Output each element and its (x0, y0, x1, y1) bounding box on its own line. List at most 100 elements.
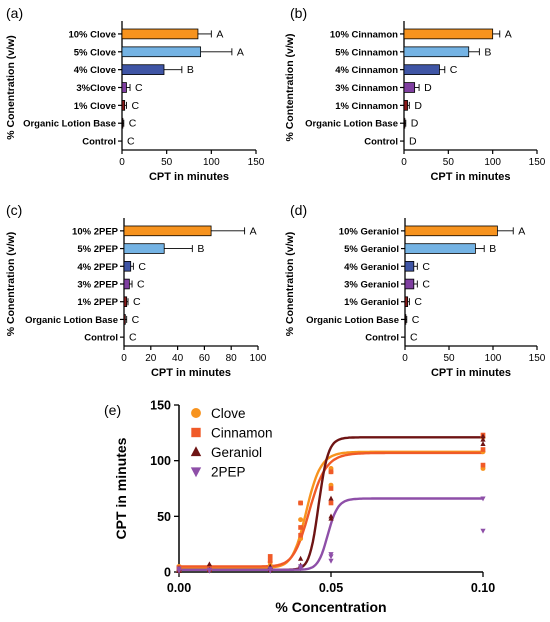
bar (123, 261, 132, 272)
dose-response-panel: (e) 0 50 100 150 0.00 0.05 0.10 % Concentration C… (104, 399, 495, 616)
bar (123, 314, 126, 325)
bar (404, 296, 409, 307)
data-point-cinnamon (267, 558, 273, 564)
legend-label: 2PEP (211, 465, 246, 480)
significance-letter: B (197, 243, 204, 255)
bar (123, 296, 128, 307)
bar (121, 46, 202, 58)
legend-label: Geraniol (211, 445, 262, 460)
panel-label: (a) (6, 5, 23, 21)
data-point-geraniol (480, 436, 486, 442)
category-label: 4% Geraniol (344, 262, 399, 273)
data-point-geraniol (298, 555, 304, 561)
category-label: Control (364, 137, 398, 148)
x-tick-label: 50 (161, 157, 173, 168)
data-point-geraniol (480, 433, 486, 439)
significance-letter: C (414, 296, 422, 308)
category-label: Organic Lotion Base (306, 315, 399, 326)
legend-label: Cinnamon (211, 426, 273, 441)
significance-letter: C (133, 296, 141, 308)
panel-label: (c) (6, 202, 22, 218)
data-point-clove (298, 517, 304, 523)
significance-letter: B (187, 64, 194, 76)
data-point-geraniol (480, 441, 486, 447)
category-label: 1% 2PEP (77, 297, 118, 308)
category-label: 1% Geraniol (344, 297, 399, 308)
x-axis-label: CPT in minutes (151, 367, 231, 379)
x-tick-label: 150 (529, 157, 546, 168)
legend-marker (191, 408, 201, 418)
x-tick-label: 0.05 (319, 581, 343, 595)
significance-letter: C (137, 279, 145, 291)
significance-letter: C (450, 64, 458, 76)
data-point-cinnamon (298, 532, 303, 538)
significance-letter: C (129, 332, 137, 344)
x-tick-label: 0.00 (167, 581, 191, 595)
x-tick-label: 40 (172, 353, 184, 364)
bar (403, 64, 440, 75)
x-tick-label: 100 (250, 353, 267, 364)
bar (121, 64, 165, 75)
bar (403, 46, 470, 58)
fit-curve-2pep (179, 497, 483, 571)
significance-letter: C (135, 82, 143, 94)
significance-letter: B (484, 46, 491, 58)
x-tick-label: 0 (402, 353, 408, 364)
legend-marker (190, 446, 202, 457)
data-point-2pep (298, 564, 304, 570)
x-tick-label: 50 (443, 353, 455, 364)
category-label: 1% Clove (74, 101, 116, 112)
y-axis-label: % Conentration (v/w) (284, 232, 296, 336)
data-point-2pep (328, 558, 334, 564)
category-label: 10% Clove (68, 29, 116, 40)
significance-letter: D (409, 136, 417, 148)
y-tick-label: 50 (157, 510, 171, 524)
data-point-cinnamon (298, 500, 303, 506)
x-tick-label: 150 (529, 353, 546, 364)
category-label: 4% Cinnamon (335, 65, 398, 76)
data-point-geraniol (328, 513, 334, 519)
significance-letter: A (518, 225, 525, 237)
category-label: 5% 2PEP (77, 244, 118, 255)
data-point-cinnamon (480, 462, 486, 468)
data-point-geraniol (328, 495, 334, 501)
y-tick-label: 100 (150, 454, 171, 468)
category-label: Control (365, 333, 399, 344)
y-tick-label: 0 (164, 566, 171, 580)
bar-panel-1: (a) 0 50 100 150 CPT in minutes % Conentration… (5, 5, 265, 183)
significance-letter: D (424, 82, 432, 94)
bar (404, 225, 498, 237)
significance-letter: C (410, 332, 418, 344)
category-label: 5% Geraniol (344, 244, 399, 255)
bar (121, 82, 127, 93)
bar (403, 117, 406, 129)
x-tick-label: 60 (199, 353, 211, 364)
bar (403, 28, 494, 40)
panel-label: (b) (290, 5, 307, 21)
significance-letter: C (422, 261, 430, 273)
significance-letter: B (489, 243, 496, 255)
x-tick-label: 100 (485, 353, 502, 364)
significance-letter: C (131, 100, 139, 112)
legend-marker (191, 427, 201, 438)
significance-letter: C (132, 314, 140, 326)
data-point-cinnamon (328, 500, 334, 506)
category-label: 3% Geraniol (344, 280, 399, 291)
category-label: 3% Cinnamon (335, 83, 398, 94)
y-axis-label: % Contentration (v/w) (284, 34, 296, 142)
significance-letter: C (127, 136, 135, 148)
significance-letter: A (237, 46, 244, 58)
bar (404, 278, 415, 290)
significance-letter: C (129, 118, 137, 130)
category-label: Organic Lotion Base (305, 119, 398, 130)
category-label: Control (82, 137, 116, 148)
legend-label: Clove (211, 406, 246, 421)
bar (404, 261, 415, 272)
bar-panel-4: (d) 0 50 100 150 CPT in minutes % Conentration… (284, 202, 546, 379)
data-point-2pep (267, 566, 273, 572)
bar (404, 243, 476, 254)
x-axis-label: % Concentration (275, 599, 386, 615)
significance-letter: A (216, 28, 223, 40)
category-label: 4% 2PEP (77, 262, 118, 273)
